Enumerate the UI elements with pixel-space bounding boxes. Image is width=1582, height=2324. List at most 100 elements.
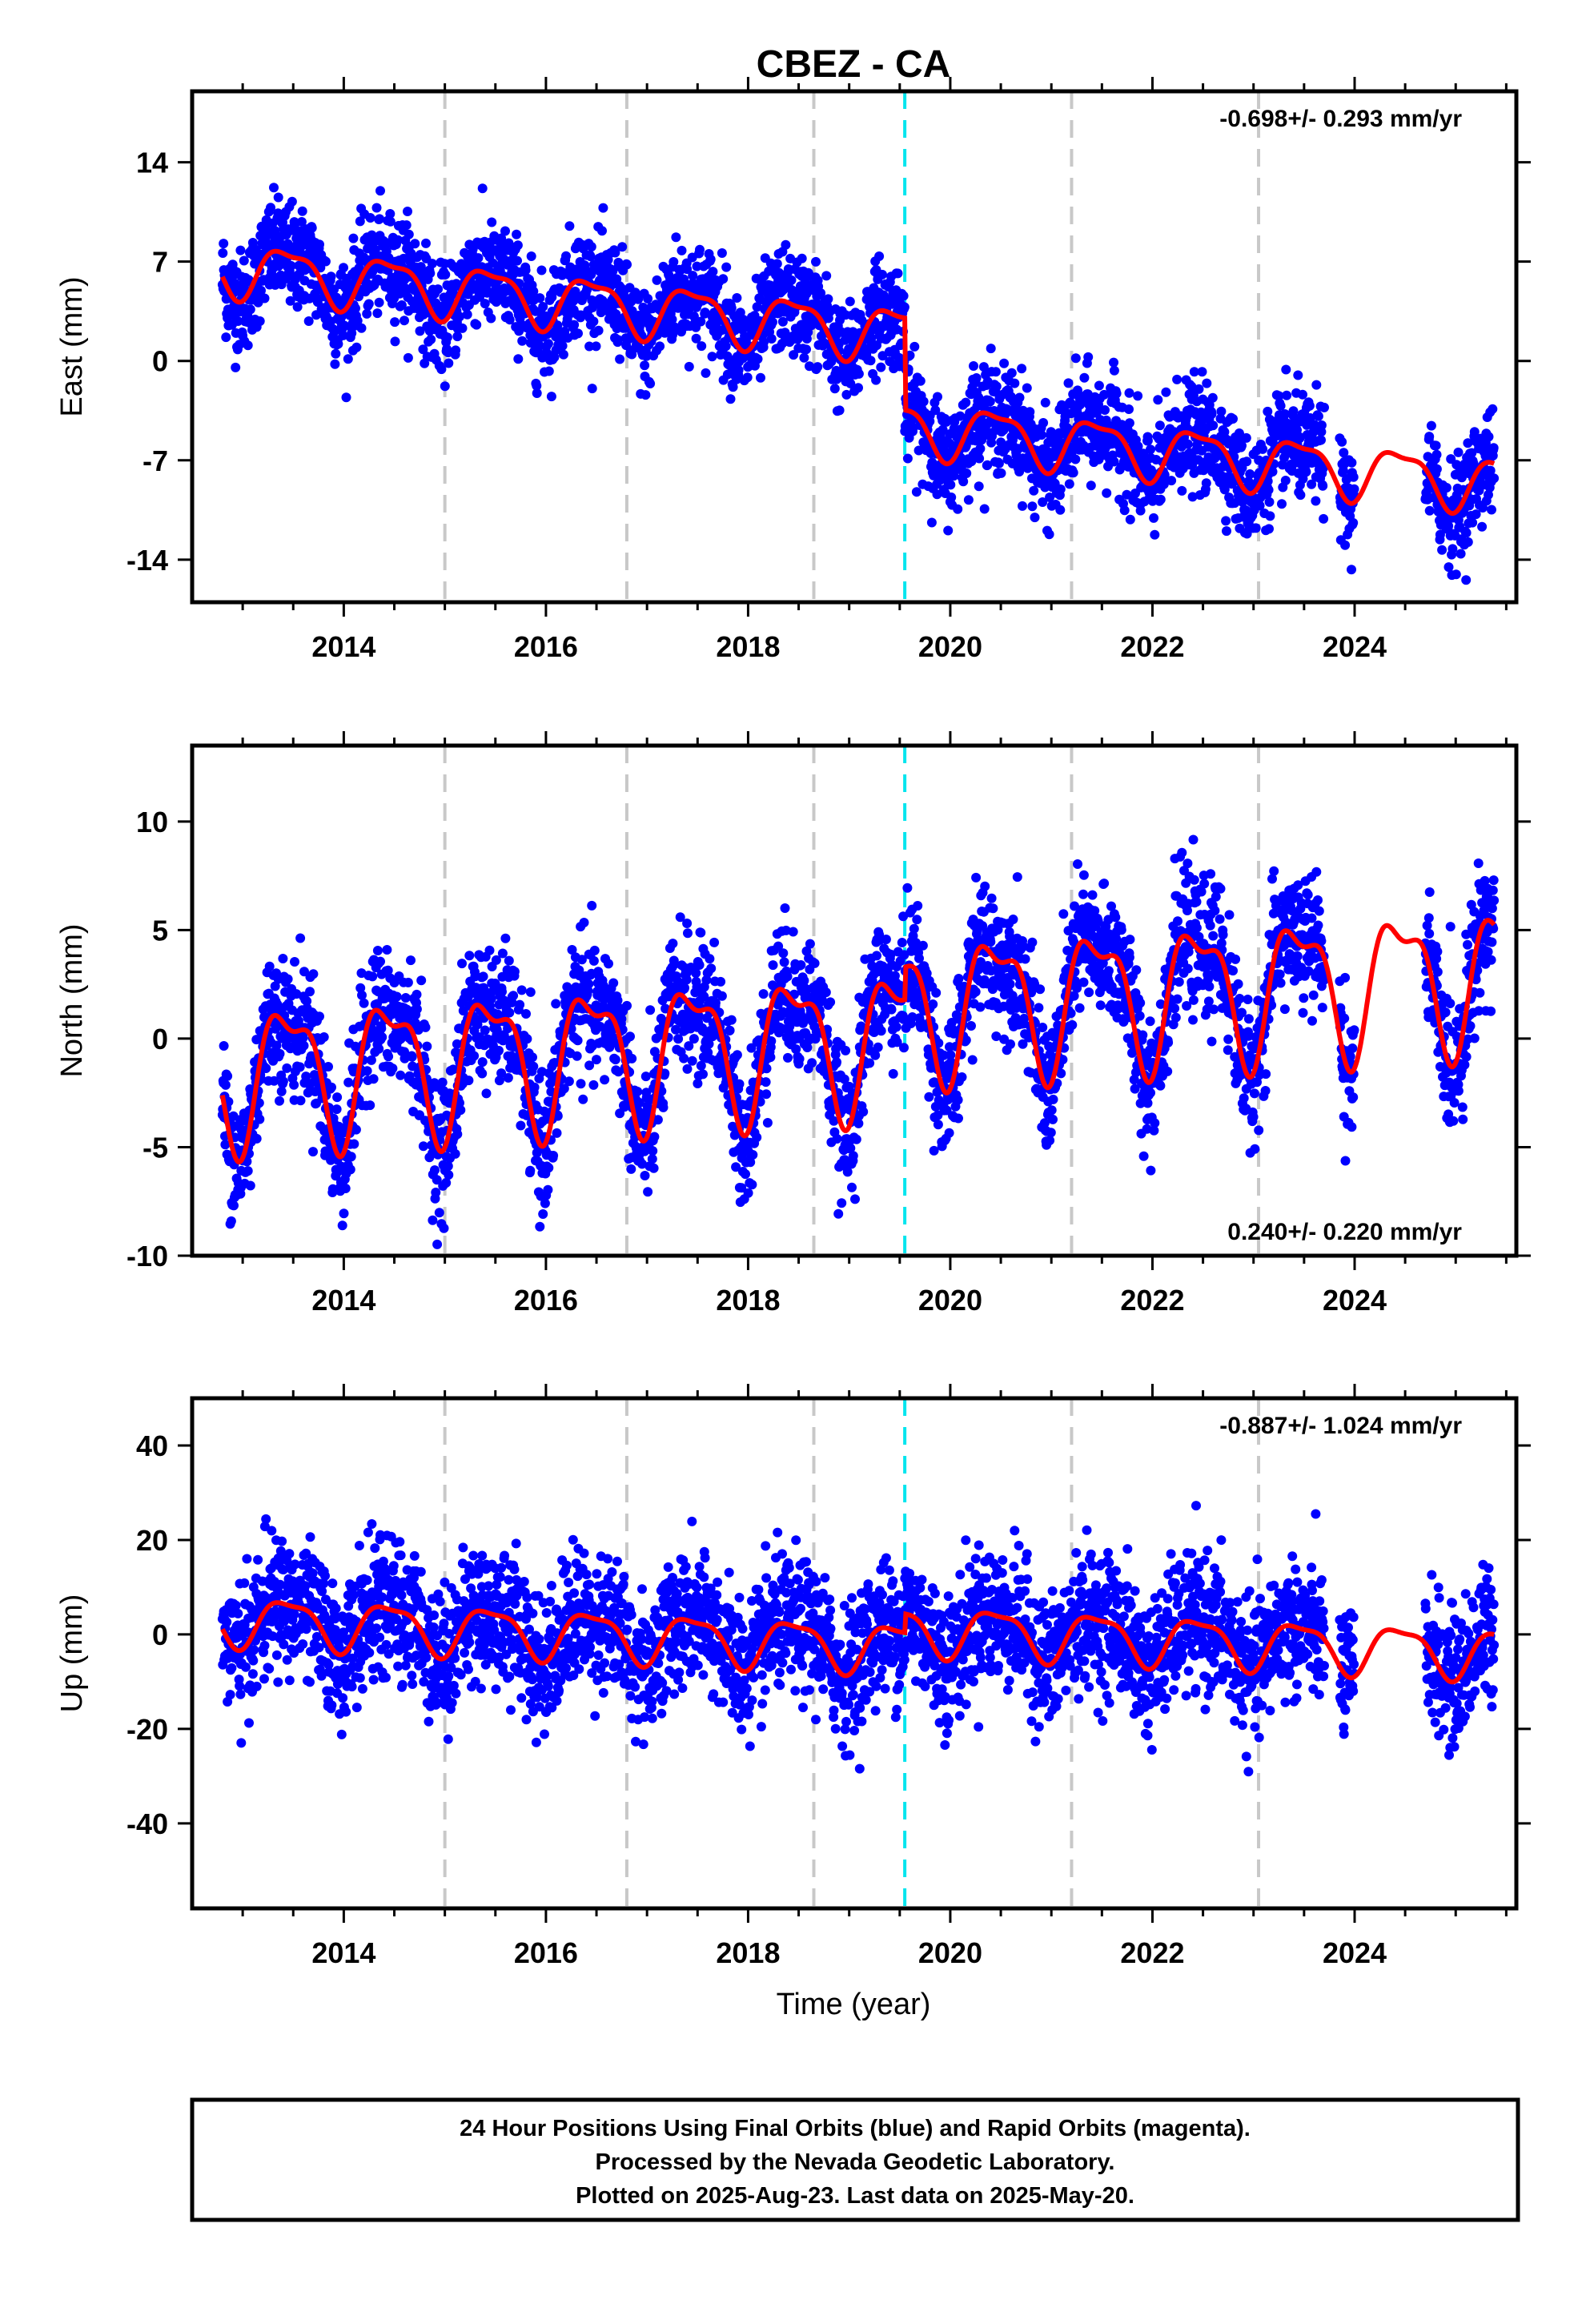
data-point [535,1221,545,1232]
data-point [946,493,957,502]
data-point [521,1009,531,1019]
data-point [270,981,280,991]
data-point [1208,420,1219,431]
data-point [512,229,522,239]
data-point [302,996,312,1007]
data-point [765,1052,776,1063]
data-point [551,999,561,1009]
data-point [841,389,852,400]
data-point [1302,420,1312,430]
data-point [1264,524,1274,534]
data-point [1207,409,1217,419]
data-point [1453,447,1464,457]
data-point [327,1082,336,1092]
data-point [1040,397,1050,408]
data-point [516,1120,526,1131]
data-point [816,288,826,298]
data-point [525,1165,536,1176]
model-line [220,248,1496,517]
data-point [853,368,864,379]
data-point [1347,565,1356,575]
data-point [1275,400,1286,411]
data-point [416,975,427,986]
data-point [540,1198,550,1208]
data-point [1099,389,1110,400]
data-point [382,945,392,955]
data-point [347,328,357,338]
data-point [477,183,488,194]
data-point [700,308,710,318]
data-point [422,1041,432,1051]
data-point [1202,378,1212,388]
data-point [1242,529,1252,539]
data-point [261,1063,271,1073]
data-point [823,294,833,304]
data-point [761,1077,771,1088]
data-point [584,979,594,989]
data-point [615,354,625,364]
data-point [696,927,706,938]
x-tick-label: 2014 [311,630,375,663]
data-point [458,1006,468,1016]
data-point [772,259,782,269]
data-point [391,991,402,1002]
data-point [899,302,909,312]
data-point [781,239,791,250]
data-point [351,1124,361,1135]
data-point [367,1024,377,1035]
data-point [933,392,942,402]
data-point [1431,440,1441,451]
data-point [726,303,737,313]
data-point [552,320,563,331]
data-point [871,375,881,385]
data-point [1086,480,1096,491]
data-point [504,955,514,966]
data-point [756,372,765,383]
data-point [1347,457,1357,468]
data-point [1307,479,1317,489]
data-point [1055,484,1066,494]
data-point [1194,384,1204,394]
data-point [457,323,468,333]
data-point [375,214,385,224]
data-point [1133,441,1143,452]
data-point [538,1209,548,1219]
data-point [1424,432,1435,442]
y-tick-label: 7 [152,246,168,279]
data-point [345,1164,355,1175]
data-points [217,183,1500,585]
data-point [486,994,496,1004]
data-point [362,1066,372,1076]
data-point [283,974,293,984]
data-point [902,453,913,464]
data-point [627,349,637,360]
data-points [217,834,1500,1249]
data-point [295,933,306,943]
data-point [658,1102,669,1112]
data-point [1267,467,1278,476]
data-point [1280,476,1291,485]
data-point [1316,420,1327,430]
data-point [1279,452,1289,463]
data-point [877,269,887,279]
data-point [516,985,527,995]
data-point [548,1151,559,1160]
data-point [1316,435,1326,445]
data-point [528,1052,537,1063]
data-point [255,316,265,326]
data-point [254,1098,264,1108]
data-point [728,382,738,392]
data-point [443,1161,453,1172]
data-point [1062,454,1073,464]
data-point [296,217,307,227]
data-point [256,285,266,296]
data-point [295,1062,305,1072]
data-point [331,348,341,359]
data-point [1348,517,1359,528]
data-point [761,1089,772,1100]
data-point [573,328,583,339]
data-point [385,216,396,227]
data-point [359,998,369,1008]
data-point [610,247,620,258]
data-point [708,267,718,277]
